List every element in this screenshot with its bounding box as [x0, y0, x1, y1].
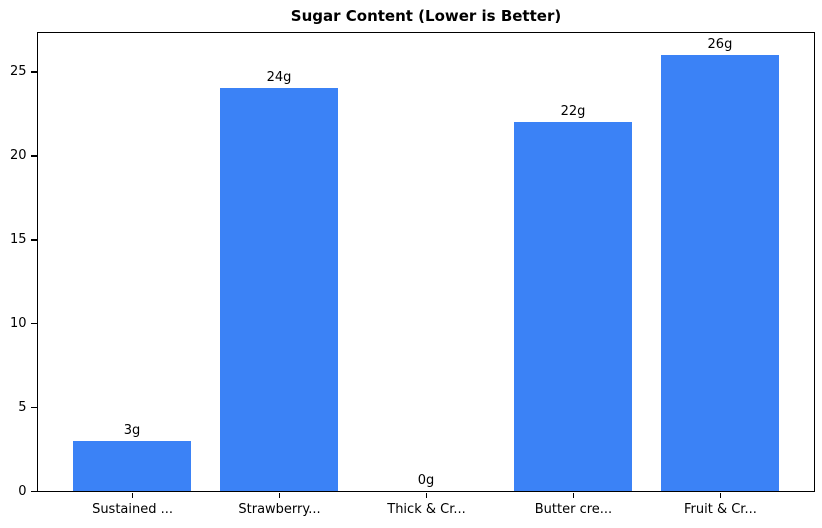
y-tick-mark — [30, 406, 37, 409]
y-tick-label: 0 — [18, 483, 27, 499]
y-tick-mark — [30, 322, 37, 325]
y-tick-label: 20 — [9, 147, 27, 163]
x-tick-label: Sustained ... — [92, 501, 174, 517]
x-tick-label: Strawberry... — [238, 501, 321, 517]
x-tick-mark — [278, 493, 281, 498]
y-tick-label: 5 — [18, 399, 27, 415]
y-tick-mark — [30, 155, 37, 157]
y-tick-label: 15 — [9, 231, 27, 247]
x-tick-label: Thick & Cr... — [387, 501, 466, 517]
chart-title: Sugar Content (Lower is Better) — [290, 7, 562, 25]
bar-value-label: 24g — [266, 70, 292, 86]
y-tick-label: 10 — [9, 315, 27, 331]
y-tick-mark — [30, 490, 37, 493]
plot-area: 3g 24g 0g 22g 26g — [37, 32, 815, 492]
x-tick-mark — [719, 493, 722, 498]
bar-value-label: 26g — [707, 36, 733, 52]
y-tick-mark — [30, 239, 37, 241]
y-tick-label: 25 — [9, 64, 27, 80]
bar — [220, 88, 338, 491]
bar-value-label: 3g — [123, 422, 141, 438]
x-tick-mark — [572, 493, 575, 498]
x-tick-label: Fruit & Cr... — [684, 501, 757, 517]
bar-value-label: 0g — [417, 473, 435, 488]
bar-value-label: 22g — [560, 103, 586, 119]
x-tick-mark — [425, 493, 428, 498]
x-tick-mark — [131, 493, 134, 498]
x-tick-label: Butter cre... — [534, 501, 613, 517]
y-tick-mark — [30, 71, 37, 73]
bar — [514, 121, 632, 491]
bar — [661, 54, 779, 491]
bar — [73, 440, 191, 491]
